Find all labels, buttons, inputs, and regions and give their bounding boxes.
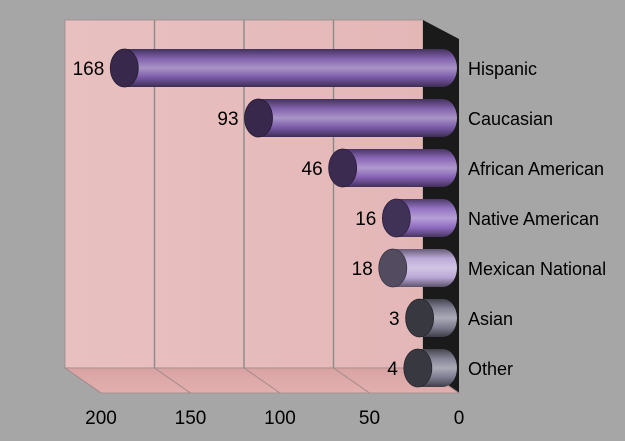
- bar: [378, 248, 457, 288]
- floor-gridline: [154, 367, 191, 394]
- data-label: 46: [302, 159, 323, 180]
- data-label: 3: [389, 309, 400, 330]
- bar: [109, 48, 457, 88]
- bar-body: [392, 249, 457, 287]
- floor-gridline: [243, 367, 281, 394]
- x-tick-label: 200: [85, 408, 117, 429]
- bar: [403, 348, 457, 388]
- bar-body: [396, 199, 457, 237]
- bar-end-cap: [403, 348, 433, 388]
- data-label: 93: [217, 109, 238, 130]
- data-label: 4: [387, 359, 398, 380]
- data-label: 168: [73, 59, 105, 80]
- category-label: Asian: [468, 309, 513, 329]
- x-tick-label: 100: [264, 408, 296, 429]
- data-label: 18: [352, 259, 373, 280]
- floor-gridline: [64, 367, 102, 394]
- bar: [328, 148, 457, 188]
- x-tick-label: 50: [359, 408, 380, 429]
- category-label: Other: [468, 359, 513, 379]
- category-label: Mexican National: [468, 259, 606, 279]
- bar-body: [342, 149, 457, 187]
- data-label: 16: [355, 209, 376, 230]
- bar-body: [258, 99, 457, 137]
- bar-end-cap: [405, 298, 435, 338]
- bar-end-cap: [378, 248, 408, 288]
- bar-body: [124, 49, 457, 87]
- x-tick-label: 0: [454, 408, 465, 429]
- bar: [405, 298, 457, 338]
- bar-end-cap: [328, 148, 358, 188]
- bar: [244, 98, 457, 138]
- x-tick-label: 150: [175, 408, 207, 429]
- floor-gridline: [333, 367, 370, 394]
- bar-end-cap: [109, 48, 139, 88]
- category-label: Caucasian: [468, 109, 553, 129]
- bar: [381, 198, 457, 238]
- bar-end-cap: [244, 98, 273, 138]
- category-label: Hispanic: [468, 59, 537, 79]
- category-label: African American: [468, 159, 604, 179]
- category-label: Native American: [468, 209, 599, 229]
- bar-end-cap: [381, 198, 411, 238]
